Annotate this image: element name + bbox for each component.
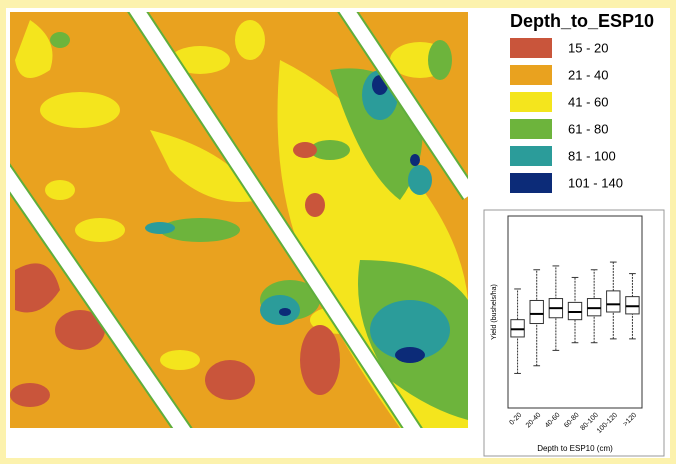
legend-label: 41 - 60: [568, 94, 608, 109]
box: [607, 291, 620, 312]
legend-swatch: [510, 65, 552, 85]
legend-label: 81 - 100: [568, 148, 616, 163]
figure: Depth_to_ESP10 15 - 20 21 - 40 41 - 60 61 -…: [0, 0, 676, 464]
legend-swatch: [510, 119, 552, 139]
legend-label: 101 - 140: [568, 175, 623, 190]
legend-label: 15 - 20: [568, 40, 608, 55]
box: [530, 300, 543, 323]
legend-swatch: [510, 173, 552, 193]
legend-label: 21 - 40: [568, 67, 608, 82]
map: [0, 0, 470, 440]
legend-swatch: [510, 92, 552, 112]
y-axis-label: Yield (bushels/ha): [491, 284, 498, 340]
x-axis-label: Depth to ESP10 (cm): [537, 444, 613, 453]
legend-label: 61 - 80: [568, 121, 608, 136]
legend-title: Depth_to_ESP10: [510, 11, 654, 31]
legend-swatch: [510, 38, 552, 58]
legend-swatch: [510, 146, 552, 166]
